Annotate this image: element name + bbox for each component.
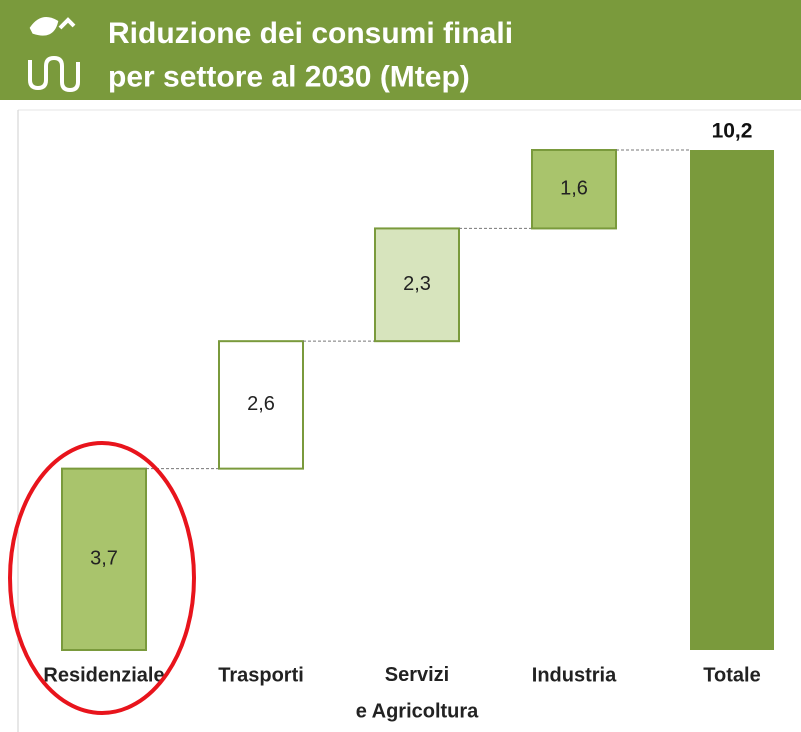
bar <box>61 467 147 651</box>
header-band <box>0 0 801 100</box>
category-label: Totale <box>703 664 760 686</box>
category-label: Industria <box>532 664 617 686</box>
total-label: 10,2 <box>712 120 753 143</box>
highlight-circle <box>8 441 196 715</box>
value-label: 2,3 <box>403 273 431 295</box>
value-label: 3,7 <box>90 548 118 570</box>
bar <box>218 340 304 470</box>
total-bar <box>690 150 774 650</box>
icon <box>28 17 80 93</box>
bar <box>374 227 460 343</box>
category-label: Servizi e Agricoltura <box>356 664 479 722</box>
category-label: Residenziale <box>43 664 164 686</box>
bar <box>531 149 617 230</box>
chart-title: Riduzione dei consumi finali per settore … <box>108 17 513 94</box>
value-label: 1,6 <box>560 177 588 199</box>
category-label: Trasporti <box>218 664 304 686</box>
value-label: 2,6 <box>247 393 275 415</box>
